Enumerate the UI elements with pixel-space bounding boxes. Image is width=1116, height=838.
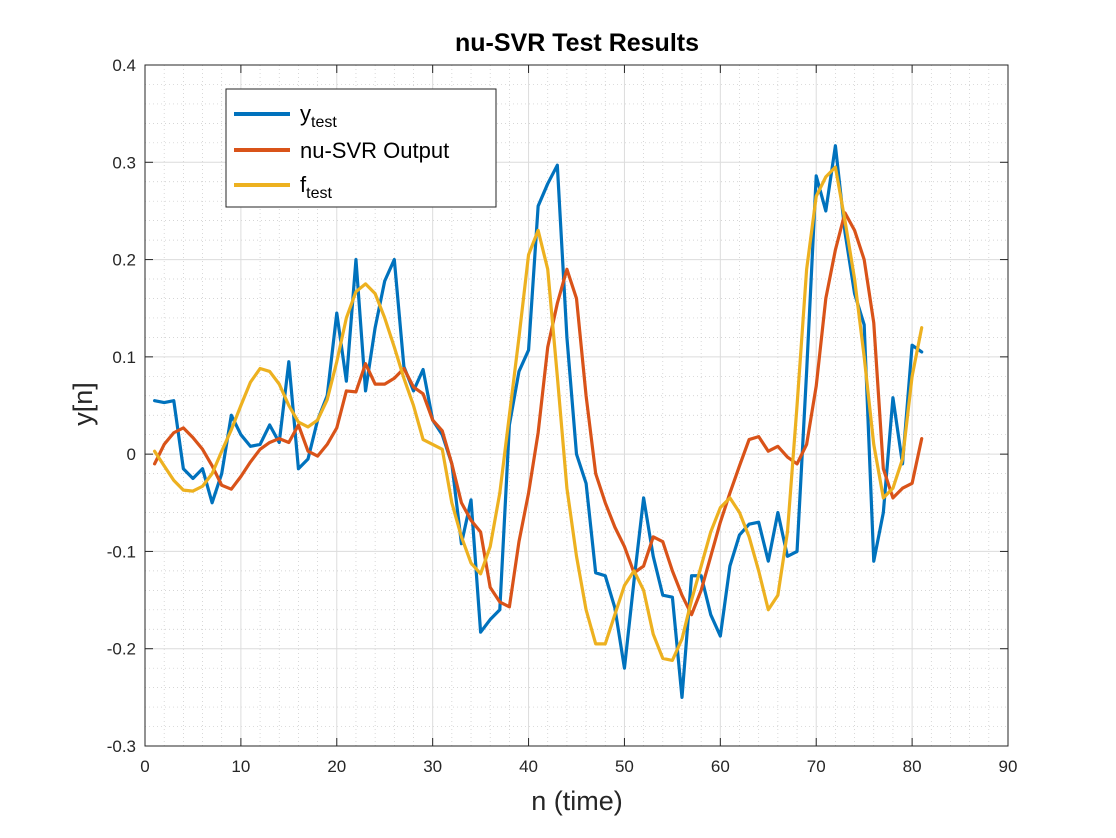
- y-tick-label: -0.1: [107, 542, 136, 561]
- x-tick-label: 80: [903, 757, 922, 776]
- series-line-ftest: [152, 165, 924, 662]
- x-tick-label: 30: [423, 757, 442, 776]
- x-tick-label: 0: [140, 757, 149, 776]
- x-tick-label: 20: [327, 757, 346, 776]
- y-tick-label: 0.2: [112, 251, 136, 270]
- legend-entry-ftest: ftest: [300, 172, 332, 202]
- x-tick-label: 60: [711, 757, 730, 776]
- plot-frame: [144, 64, 1009, 747]
- legend-entry-ytest: ytest: [300, 101, 337, 131]
- y-tick-labels: -0.3 -0.2 -0.1 0 0.1 0.2 0.3 0.4: [107, 56, 136, 756]
- y-axis-label: y[n]: [68, 382, 98, 426]
- y-tick-label: 0.1: [112, 348, 136, 367]
- legend-entry-nu-svr-output: nu-SVR Output: [300, 138, 449, 163]
- x-tick-label: 90: [999, 757, 1018, 776]
- x-tick-label: 70: [807, 757, 826, 776]
- series-line-ytest: [152, 144, 924, 699]
- y-tick-label: -0.3: [107, 737, 136, 756]
- series-layer: [152, 144, 924, 699]
- x-axis-label: n (time): [531, 786, 623, 816]
- y-tick-label: 0: [127, 445, 136, 464]
- x-tick-label: 50: [615, 757, 634, 776]
- axis-ticks: [144, 64, 1009, 747]
- x-tick-labels: 0 10 20 30 40 50 60 70 80 90: [140, 757, 1017, 776]
- legend[interactable]: ytest nu-SVR Output ftest: [225, 88, 497, 208]
- y-tick-label: 0.4: [112, 56, 136, 75]
- y-tick-label: -0.2: [107, 640, 136, 659]
- y-tick-label: 0.3: [112, 153, 136, 172]
- x-tick-label: 10: [231, 757, 250, 776]
- x-tick-label: 40: [519, 757, 538, 776]
- chart-title: nu-SVR Test Results: [455, 29, 699, 57]
